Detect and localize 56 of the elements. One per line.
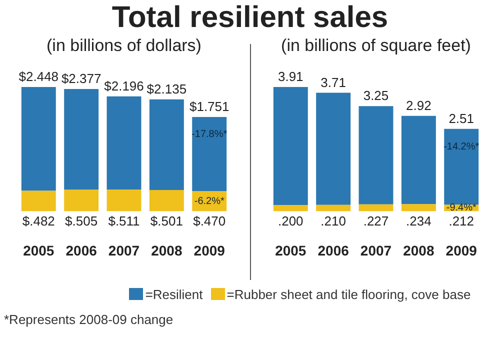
x-tick-label: 2009 [194, 242, 226, 258]
chart-title: Total resilient sales [110, 0, 390, 36]
data-label: .212 [448, 213, 474, 228]
data-label: .210 [320, 213, 346, 228]
bar [273, 86, 308, 206]
bar [149, 99, 184, 190]
bar [273, 205, 308, 212]
annotation: -9.4%* [446, 202, 476, 214]
data-label: 2.92 [406, 98, 432, 113]
bar [316, 92, 351, 205]
bar [106, 190, 142, 212]
data-label: .200 [278, 213, 304, 228]
data-label: $1.751 [189, 99, 230, 114]
bar [21, 86, 56, 191]
bar [106, 96, 142, 190]
data-label: $2.377 [61, 71, 102, 86]
legend-label: =Rubber sheet and tile flooring, cove base [226, 286, 471, 302]
data-label: 3.25 [363, 88, 389, 104]
x-tick-label: 2006 [66, 242, 98, 258]
x-tick-label: 2007 [360, 242, 392, 258]
bar [401, 204, 436, 212]
data-label: .234 [406, 213, 432, 228]
x-tick-label: 2005 [275, 242, 306, 258]
bar [316, 204, 351, 212]
x-tick-label: 2008 [151, 242, 182, 258]
data-label: $2.196 [104, 78, 144, 94]
annotation: -6.2%* [194, 196, 224, 207]
bar [358, 204, 394, 212]
data-label: .227 [363, 213, 389, 228]
x-tick-label: 2006 [318, 242, 350, 258]
data-label: $.501 [150, 213, 183, 228]
chart-subtitle: (in billions of square feet) [280, 36, 472, 57]
x-tick-label: 2007 [108, 242, 140, 258]
data-label: $.511 [108, 213, 140, 228]
data-label: 3.71 [320, 74, 346, 90]
data-label: 3.91 [278, 69, 304, 84]
bar [64, 89, 99, 190]
data-label: $.505 [65, 213, 98, 228]
x-tick-label: 2008 [403, 242, 434, 258]
bar [192, 117, 227, 192]
data-label: $2.135 [146, 82, 187, 97]
data-label: $.470 [193, 213, 226, 228]
x-tick-label: 2009 [446, 242, 478, 258]
legend-label: =Resilient [145, 286, 203, 302]
text: *Represents 2008-09 change [3, 312, 174, 327]
bar [444, 128, 479, 205]
bar [21, 190, 56, 212]
bar [358, 106, 394, 204]
bar [401, 116, 436, 204]
data-label: $.482 [22, 213, 55, 228]
bar [149, 190, 184, 212]
bar [64, 190, 99, 212]
x-tick-label: 2005 [23, 242, 54, 258]
data-label: $2.448 [18, 69, 59, 84]
data-label: 2.51 [448, 111, 474, 126]
chart-subtitle: (in billions of dollars) [46, 36, 202, 57]
